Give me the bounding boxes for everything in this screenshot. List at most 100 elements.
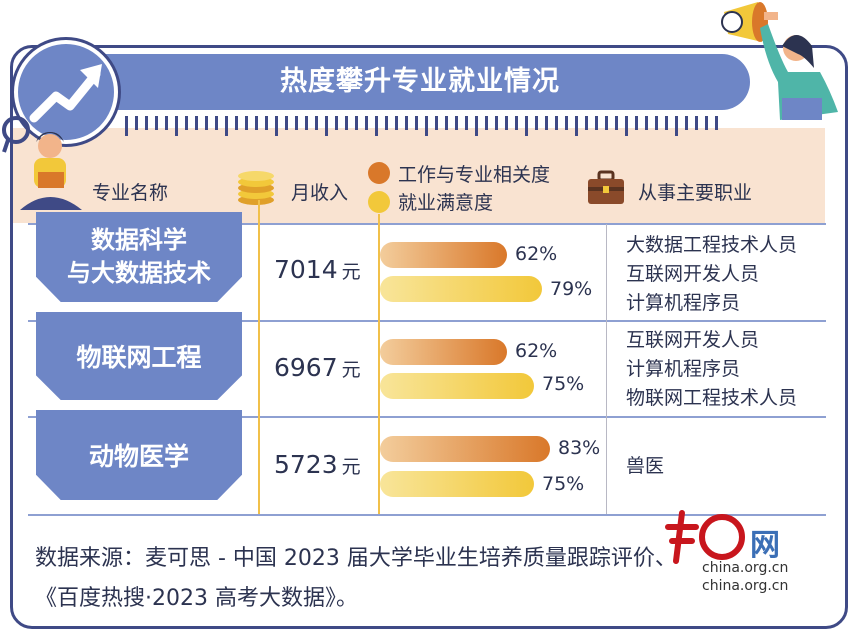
income-value: 5723 元: [274, 450, 361, 479]
column-divider: [606, 224, 607, 514]
ruler-tick: [285, 116, 288, 130]
title-bar: [70, 54, 750, 110]
ruler-tick: [405, 116, 408, 130]
satisfaction-legend-dot: [368, 191, 390, 213]
ruler-tick: [545, 116, 548, 130]
ruler-tick: [485, 116, 488, 130]
coins-icon: [238, 171, 274, 205]
source-note-line1: 数据来源：麦可思 - 中国 2023 届大学毕业生培养质量跟踪评价、: [35, 546, 677, 571]
watermark-text: china.org.cn: [702, 560, 789, 576]
ruler-tick: [225, 116, 228, 136]
income-value: 7014 元: [274, 255, 361, 284]
page-title: 热度攀升专业就业情况: [280, 66, 560, 97]
job-item: 兽医: [626, 455, 665, 477]
relevance-value: 62%: [515, 340, 558, 362]
reading-person-illustration: [2, 116, 82, 210]
china-org-logo: 网: [665, 510, 780, 564]
ruler-tick: [645, 116, 648, 130]
ruler-tick: [305, 116, 308, 130]
ruler-tick: [595, 116, 598, 130]
ruler-tick: [575, 116, 578, 136]
ruler-tick: [165, 116, 168, 130]
table-rule: [28, 320, 826, 322]
ruler-tick: [555, 116, 558, 130]
satisfaction-value: 75%: [542, 473, 585, 495]
income-value: 6967 元: [274, 353, 361, 382]
ruler-tick: [655, 116, 658, 130]
major-name-plate: 动物医学: [36, 410, 242, 500]
ruler-tick: [345, 116, 348, 130]
ruler-tick: [215, 116, 218, 130]
ruler-tick: [295, 116, 298, 130]
ruler-tick: [695, 116, 698, 130]
column-header-satisfaction: 就业满意度: [398, 192, 494, 214]
ruler-tick: [635, 116, 638, 130]
ruler-tick: [415, 116, 418, 130]
ruler-tick: [315, 116, 318, 130]
job-item: 计算机程序员: [626, 358, 741, 380]
satisfaction-bar: [380, 373, 534, 399]
income-unit: 元: [341, 456, 361, 478]
satisfaction-bar: [380, 276, 542, 302]
ruler-tick: [135, 116, 138, 130]
ruler-tick: [155, 116, 158, 130]
satisfaction-value: 75%: [542, 373, 585, 395]
ruler-tick: [325, 116, 328, 136]
ruler-tick: [435, 116, 438, 130]
major-name-line1: 物联网工程: [76, 343, 202, 372]
ruler-tick: [355, 116, 358, 130]
ruler-tick: [565, 116, 568, 130]
relevance-bar: [380, 242, 507, 268]
table-rule: [28, 416, 826, 418]
income-number: 7014: [274, 255, 338, 284]
ruler-tick: [585, 116, 588, 130]
ruler-tick: [705, 116, 708, 130]
table-rule: [28, 514, 826, 516]
relevance-legend-dot: [368, 162, 390, 184]
ruler-decoration: [125, 116, 718, 136]
job-item: 互联网开发人员: [626, 263, 760, 285]
ruler-tick: [175, 116, 178, 136]
ruler-tick: [185, 116, 188, 130]
income-number: 5723: [274, 450, 338, 479]
relevance-value: 83%: [558, 437, 601, 459]
column-divider: [258, 200, 260, 514]
ruler-tick: [235, 116, 238, 130]
ruler-tick: [275, 116, 278, 136]
job-item: 物联网工程技术人员: [626, 387, 798, 409]
ruler-tick: [255, 116, 258, 130]
ruler-tick: [425, 116, 428, 136]
briefcase-icon: [588, 170, 624, 204]
ruler-tick: [455, 116, 458, 130]
ruler-tick: [265, 116, 268, 130]
source-note-line2: 《百度热搜·2023 高考大数据》。: [35, 586, 358, 611]
megaphone-person-illustration: [721, 2, 838, 120]
ruler-tick: [475, 116, 478, 136]
satisfaction-value: 79%: [550, 278, 593, 300]
ruler-tick: [195, 116, 198, 130]
income-unit: 元: [341, 261, 361, 283]
income-number: 6967: [274, 353, 338, 382]
ruler-tick: [365, 116, 368, 130]
svg-text:网: 网: [750, 528, 780, 563]
ruler-tick: [245, 116, 248, 130]
ruler-tick: [495, 116, 498, 130]
relevance-value: 62%: [515, 243, 558, 265]
column-header-jobs: 从事主要职业: [638, 182, 753, 204]
major-name-line2: 与大数据技术: [67, 259, 211, 287]
ruler-tick: [465, 116, 468, 130]
column-header-major: 专业名称: [92, 182, 169, 204]
major-name-plate: 物联网工程: [36, 312, 242, 400]
ruler-tick: [625, 116, 628, 136]
job-item: 互联网开发人员: [626, 329, 760, 351]
ruler-tick: [505, 116, 508, 130]
satisfaction-bar: [380, 471, 534, 497]
relevance-bar: [380, 436, 550, 462]
ruler-tick: [525, 116, 528, 136]
ruler-tick: [715, 116, 718, 130]
table-rule: [28, 223, 826, 225]
relevance-bar: [380, 339, 507, 365]
major-name-line1: 动物医学: [88, 442, 189, 471]
column-header-relevance: 工作与专业相关度: [398, 164, 551, 186]
job-item: 计算机程序员: [626, 292, 741, 314]
